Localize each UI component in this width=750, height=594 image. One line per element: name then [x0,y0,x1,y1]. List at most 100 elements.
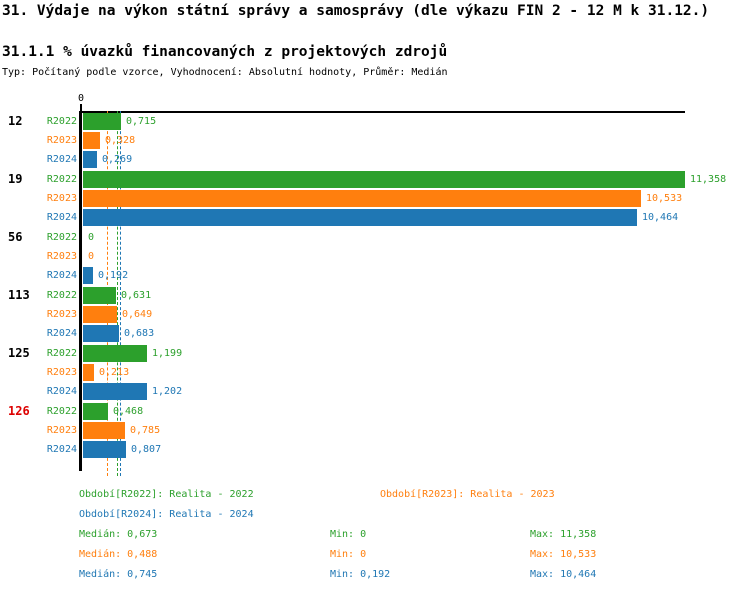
series-label: R2022 [46,290,77,301]
bar-area: 11,358 [77,171,750,188]
stat-median-r2023: Medián: 0,488 [79,549,158,560]
bar-area: 0,807 [77,441,750,458]
bar-value-label: 1,202 [152,386,183,397]
bar-groups-layer: 12 R2022 0,715 R2023 0,328 R2024 0,269 19 R2022 1… [0,113,750,461]
bar-area: 0,683 [77,325,750,342]
bar-row: R2024 0,269 [0,151,750,168]
bar-value-label: 10,533 [646,193,683,204]
bar-value-label: 0 [88,251,95,262]
bar-area: 0,715 [77,113,750,130]
bar-area: 0,192 [77,267,750,284]
bar-area: 0,213 [77,364,750,381]
median-line-r2022 [116,111,118,476]
bar-r2023 [83,190,641,207]
bar-value-label: 0,649 [122,309,153,320]
bar-area: 0 [77,248,750,265]
series-label: R2024 [46,444,77,455]
bar-row: 126 R2022 0,468 [0,403,750,420]
bar-area: 0,468 [77,403,750,420]
bar-value-label: 0,213 [99,367,130,378]
bar-row: R2023 0,649 [0,306,750,323]
bar-r2024 [83,209,637,226]
bar-row: R2023 0,328 [0,132,750,149]
stat-max-r2024: Max: 10,464 [530,569,597,580]
bar-row: R2023 10,533 [0,190,750,207]
bar-row: 113 R2022 0,631 [0,287,750,304]
bar-area: 0,328 [77,132,750,149]
bar-value-label: 0,715 [126,116,157,127]
series-label: R2023 [46,309,77,320]
bar-group-56: 56 R2022 0 R2023 0 R2024 0,192 [0,229,750,284]
bar-row: R2023 0,785 [0,422,750,439]
bar-r2023 [83,306,117,323]
bar-value-label: 1,199 [152,348,183,359]
bar-value-label: 0,683 [124,328,155,339]
bar-row: 56 R2022 0 [0,229,750,246]
bar-value-label: 0 [88,232,95,243]
bar-row: 125 R2022 1,199 [0,345,750,362]
bar-area: 0,269 [77,151,750,168]
bar-row: R2024 0,683 [0,325,750,342]
series-label: R2022 [46,406,77,417]
axis-zero-label: 0 [77,93,85,104]
series-label: R2024 [46,212,77,223]
legend-item-r2022: Období[R2022]: Realita - 2022 [79,489,254,500]
bar-value-label: 0,269 [102,154,133,165]
bar-row: R2023 0,213 [0,364,750,381]
bar-r2024 [83,441,126,458]
bar-area: 0,631 [77,287,750,304]
bar-row: 19 R2022 11,358 [0,171,750,188]
stat-max-r2022: Max: 11,358 [530,529,597,540]
series-label: R2023 [46,251,77,262]
group-label: 12 [8,114,23,128]
bar-value-label: 0,192 [98,270,129,281]
bar-r2023 [83,364,94,381]
bar-group-126: 126 R2022 0,468 R2023 0,785 R2024 0,807 [0,403,750,458]
group-label: 113 [8,288,30,302]
bar-r2022 [83,287,116,304]
bar-area: 0 [77,229,750,246]
bar-row: R2024 0,807 [0,441,750,458]
bar-area: 1,199 [77,345,750,362]
series-label: R2023 [46,425,77,436]
bar-r2024 [83,151,97,168]
bar-group-113: 113 R2022 0,631 R2023 0,649 R2024 0,683 [0,287,750,342]
bar-area: 1,202 [77,383,750,400]
bar-r2023 [83,132,100,149]
series-label: R2023 [46,193,77,204]
series-label: R2022 [46,116,77,127]
median-line-r2024 [120,111,122,476]
stat-min-r2024: Min: 0,192 [330,569,391,580]
bar-value-label: 0,328 [105,135,136,146]
bar-r2024 [83,267,93,284]
bar-value-label: 10,464 [642,212,679,223]
bar-r2022 [83,403,108,420]
bar-value-label: 0,785 [130,425,161,436]
series-label: R2024 [46,270,77,281]
bar-row: R2023 0 [0,248,750,265]
bar-r2023 [83,422,125,439]
series-label: R2024 [46,386,77,397]
series-label: R2024 [46,154,77,165]
series-label: R2022 [46,348,77,359]
series-label: R2023 [46,367,77,378]
x-axis-line [81,111,685,113]
series-label: R2024 [46,328,77,339]
bar-value-label: 11,358 [690,174,727,185]
axis-zero-tick [80,104,82,111]
bar-group-19: 19 R2022 11,358 R2023 10,533 R2024 10,464 [0,171,750,226]
bar-value-label: 0,807 [131,444,162,455]
legend-item-r2024: Období[R2024]: Realita - 2024 [79,509,254,520]
group-label: 19 [8,172,23,186]
stat-min-r2023: Min: 0 [330,549,367,560]
bar-group-125: 125 R2022 1,199 R2023 0,213 R2024 1,202 [0,345,750,400]
bar-row: 12 R2022 0,715 [0,113,750,130]
series-label: R2022 [46,174,77,185]
bar-r2024 [83,383,147,400]
stat-median-r2022: Medián: 0,673 [79,529,158,540]
bar-value-label: 0,468 [113,406,144,417]
legend-item-r2023: Období[R2023]: Realita - 2023 [380,489,555,500]
bar-r2024 [83,325,119,342]
stat-median-r2024: Medián: 0,745 [79,569,158,580]
bar-area: 10,464 [77,209,750,226]
